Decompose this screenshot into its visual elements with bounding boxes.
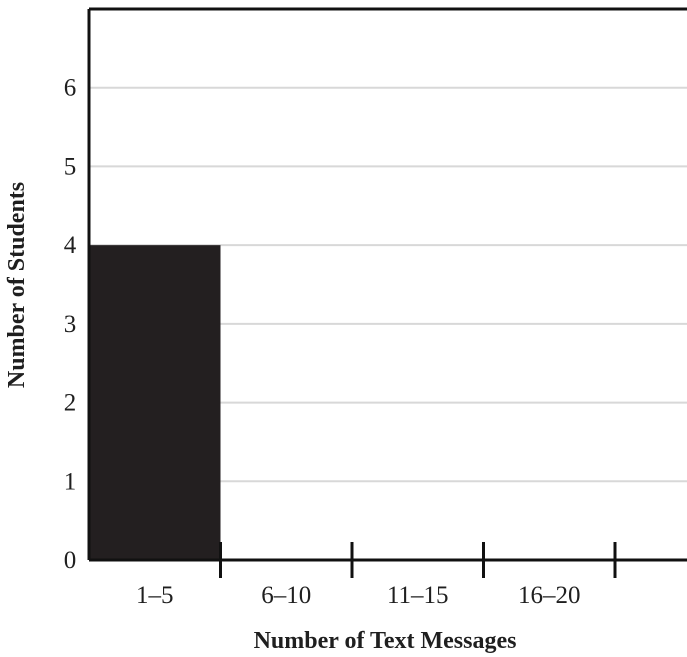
y-tick-label: 4 xyxy=(64,232,77,259)
x-tick-label: 6–10 xyxy=(261,582,311,609)
x-axis-title: Number of Text Messages xyxy=(254,628,517,654)
bars xyxy=(89,245,221,560)
axes xyxy=(87,7,687,578)
y-tick-label: 3 xyxy=(64,311,77,338)
y-tick-label: 0 xyxy=(64,547,77,574)
y-tick-label: 5 xyxy=(64,153,77,180)
x-tick-label: 11–15 xyxy=(387,582,449,609)
y-tick-label: 2 xyxy=(64,390,77,417)
bar xyxy=(89,245,221,560)
tick-labels: 0 1 2 3 4 5 6 1–5 6–10 11–15 16–20 xyxy=(64,75,581,609)
y-tick-label: 1 xyxy=(64,468,77,495)
x-tick-label: 16–20 xyxy=(518,582,581,609)
y-axis-title: Number of Students xyxy=(4,182,30,388)
x-tick-label: 1–5 xyxy=(136,582,174,609)
y-tick-label: 6 xyxy=(64,75,77,102)
